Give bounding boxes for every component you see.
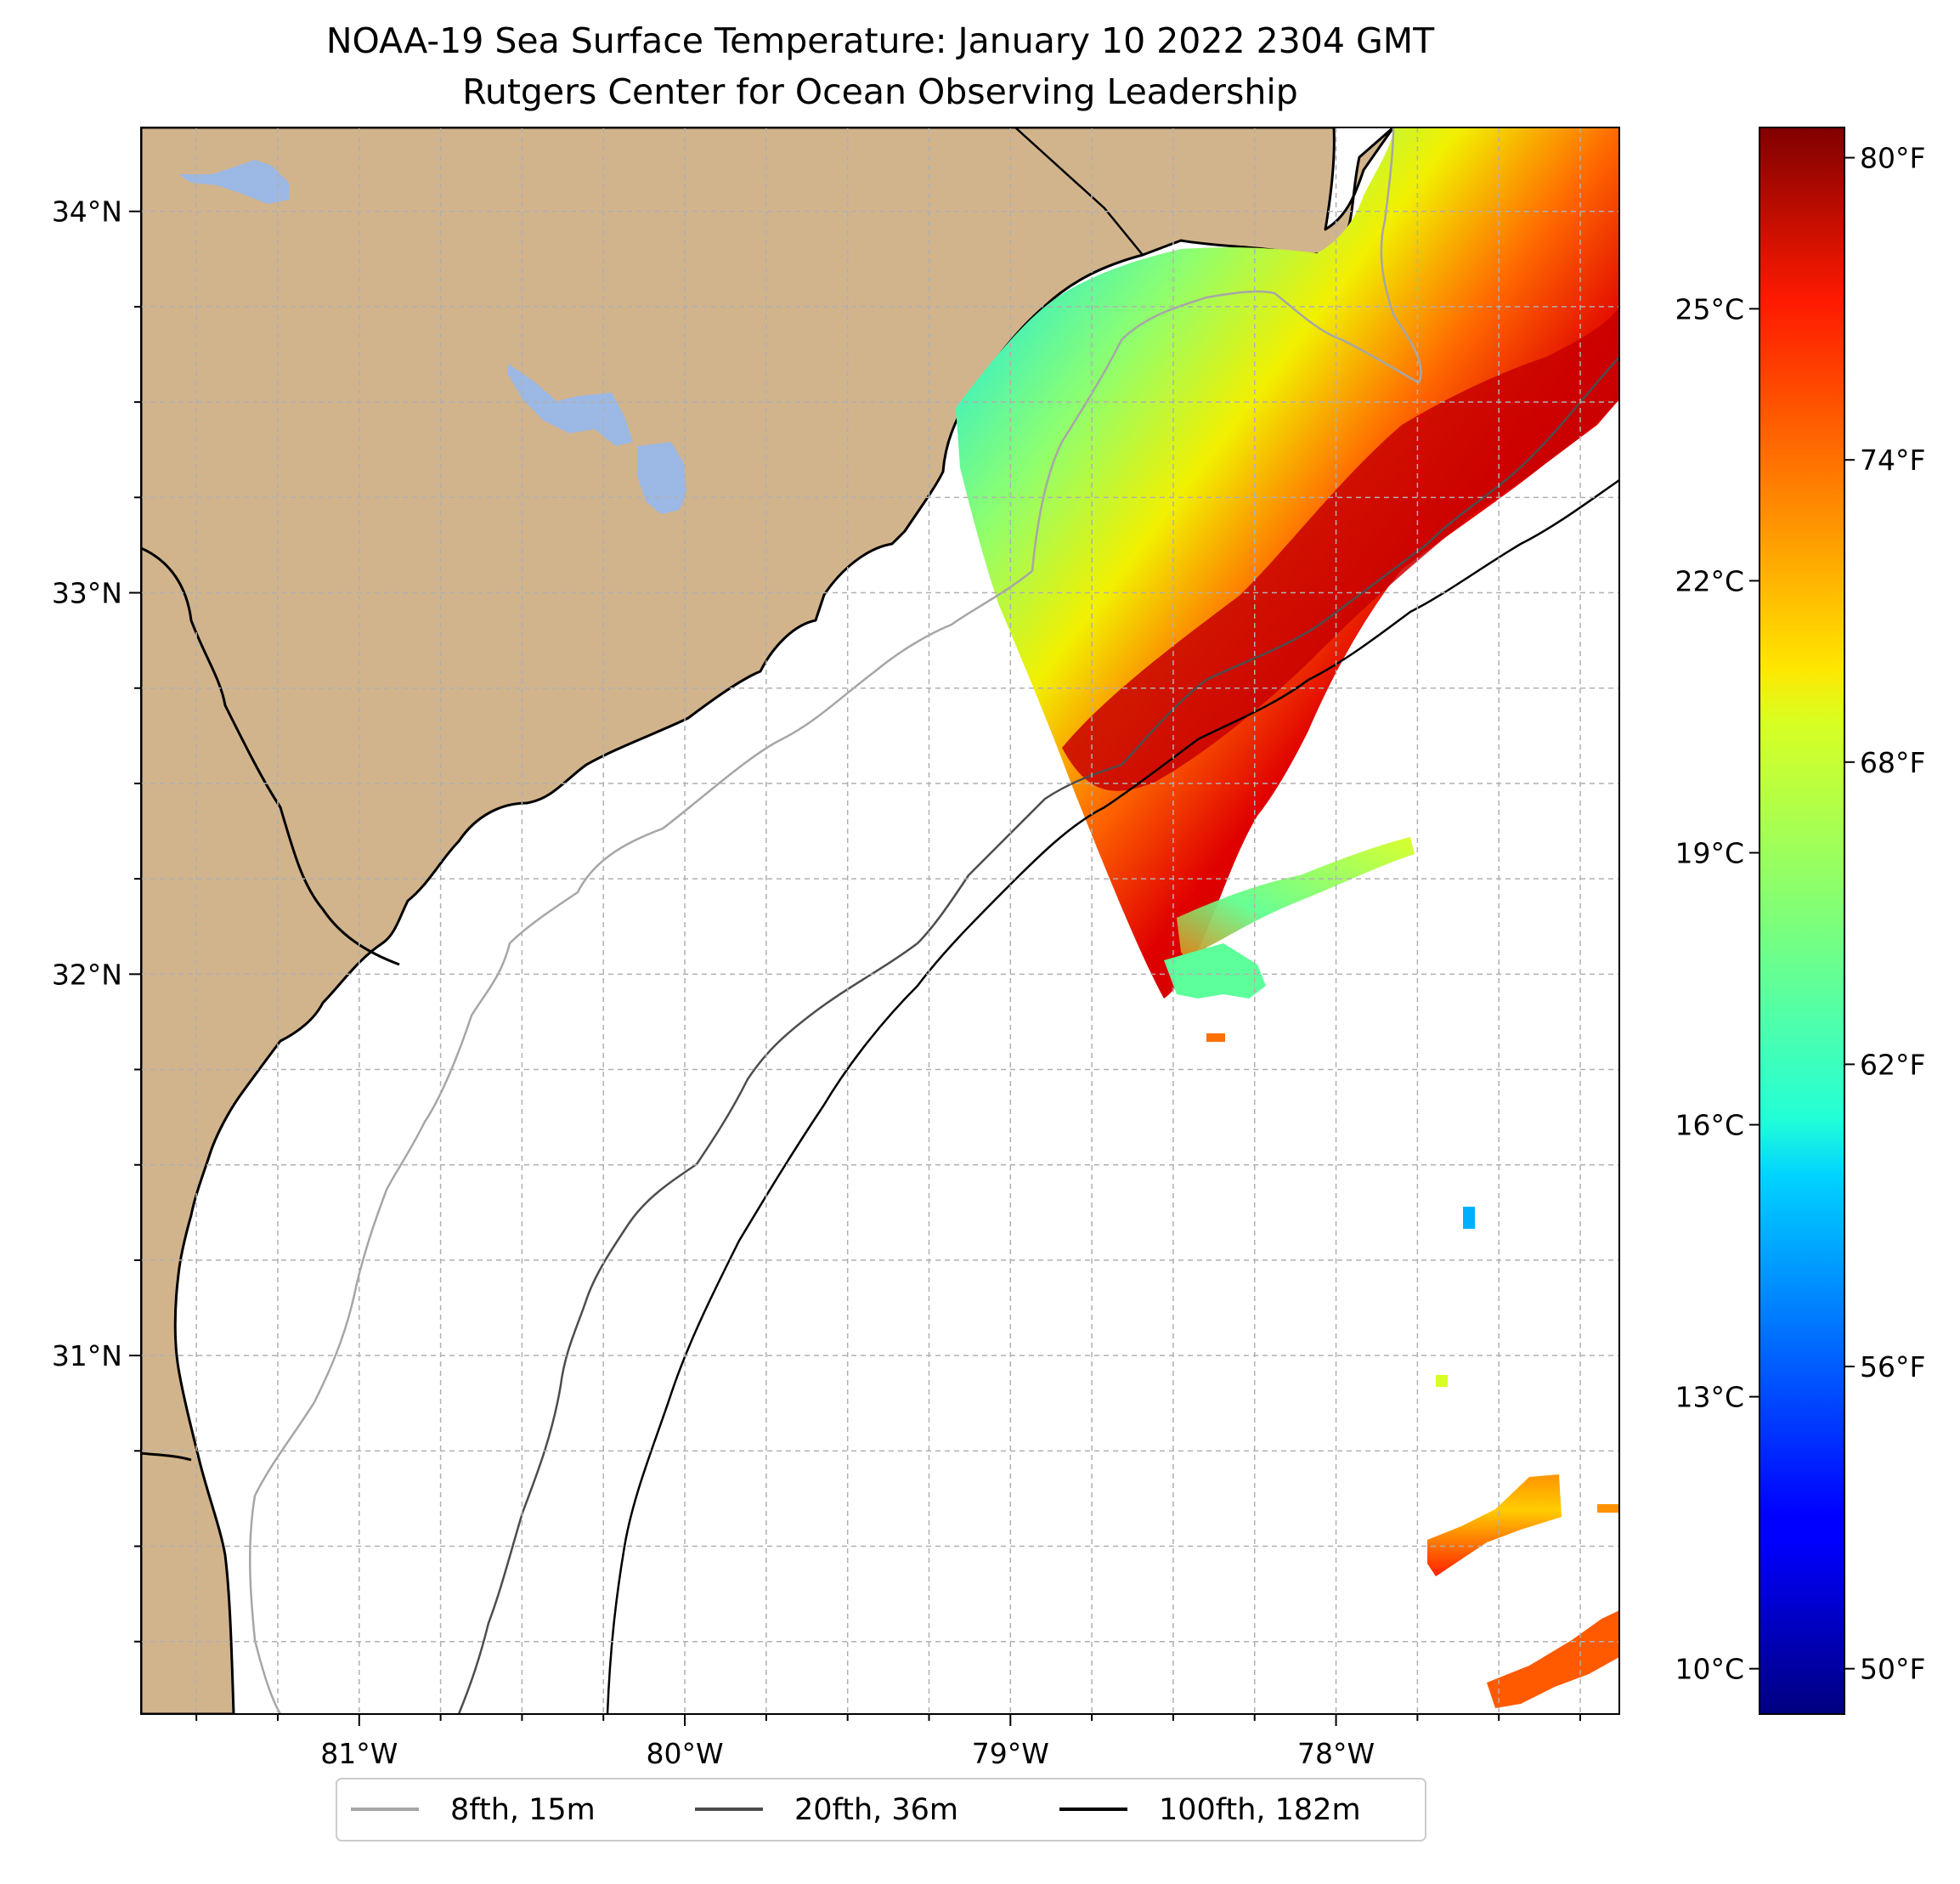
y-tick-label: 31°N	[52, 1339, 122, 1372]
state-border	[1014, 127, 1144, 256]
title-line-2: Rutgers Center for Ocean Observing Leade…	[462, 71, 1298, 112]
isobaths	[248, 127, 1619, 1714]
sst-south-tail	[1164, 943, 1266, 999]
sst-speck	[1206, 1033, 1225, 1042]
celsius-tick-label: 16°C	[1675, 1109, 1744, 1142]
lakes	[178, 160, 686, 514]
celsius-tick-label: 19°C	[1675, 836, 1744, 869]
map-area	[141, 127, 1619, 1714]
x-tick-label: 79°W	[972, 1737, 1049, 1770]
legend-items: 8fth, 15m 20fth, 36m 100fth, 182m	[351, 1793, 1361, 1827]
legend-label: 20fth, 36m	[794, 1793, 958, 1827]
sst-warm-core	[1062, 306, 1619, 791]
legend-label: 8fth, 15m	[450, 1793, 596, 1827]
isobath-20fth	[457, 356, 1619, 1714]
y-tick-label: 34°N	[52, 195, 122, 229]
sst-se-speck	[1597, 1504, 1619, 1513]
y-tick-label: 32°N	[52, 958, 122, 991]
colorbar-celsius-ticks: 25°C 22°C 19°C 16°C 13°C 10°C	[1675, 292, 1759, 1686]
legend: 8fth, 15m 20fth, 36m 100fth, 182m	[336, 1778, 1426, 1842]
map-frame	[140, 127, 1620, 1715]
x-tick-label: 81°W	[320, 1737, 398, 1770]
sst-swath	[956, 127, 1619, 1708]
title-line-1: NOAA-19 Sea Surface Temperature: January…	[326, 20, 1435, 61]
ga-border	[141, 546, 400, 966]
colorbar-gradient	[1759, 127, 1845, 1715]
celsius-tick-label: 25°C	[1675, 292, 1744, 325]
lake-marion	[508, 364, 633, 446]
celsius-tick-label: 22°C	[1675, 564, 1744, 597]
legend-label: 100fth, 182m	[1159, 1793, 1361, 1827]
y-axis-ticks: 34°N 33°N 32°N 31°N	[52, 195, 141, 1643]
isobath-100fth	[606, 478, 1619, 1714]
land	[141, 127, 1395, 1714]
sst-se-patch-2	[1487, 1610, 1619, 1708]
colorbar-fahrenheit-ticks: 80°F 74°F 68°F 62°F 56°F 50°F	[1844, 142, 1925, 1686]
fahrenheit-tick-label: 50°F	[1860, 1653, 1925, 1686]
lake-moultrie	[637, 442, 686, 514]
isobath-8fth-north	[1031, 127, 1422, 572]
fahrenheit-tick-label: 74°F	[1860, 444, 1925, 477]
fahrenheit-tick-label: 56°F	[1860, 1350, 1925, 1383]
sst-green-speck	[1436, 1375, 1448, 1387]
fahrenheit-tick-label: 62°F	[1860, 1048, 1925, 1081]
celsius-tick-label: 10°C	[1675, 1653, 1744, 1686]
sst-se-patch-1	[1427, 1474, 1562, 1576]
legend-box	[336, 1778, 1426, 1842]
x-tick-label: 80°W	[646, 1737, 723, 1770]
isobath-8fth	[248, 570, 1033, 1714]
fahrenheit-tick-label: 68°F	[1860, 746, 1925, 779]
graticule	[141, 127, 1619, 1714]
sst-southern-band	[1177, 837, 1415, 977]
sst-cold-speck	[1463, 1207, 1475, 1229]
fl-border	[141, 1451, 192, 1462]
x-axis-ticks: 81°W 80°W 79°W 78°W	[195, 1714, 1582, 1770]
fahrenheit-tick-label: 80°F	[1860, 142, 1925, 175]
lake-north	[178, 160, 289, 204]
y-tick-label: 33°N	[52, 577, 122, 610]
colorbar: 25°C 22°C 19°C 16°C 13°C 10°C 80°F 74°F 68°F 62°…	[1675, 127, 1925, 1715]
x-tick-label: 78°W	[1297, 1737, 1375, 1770]
celsius-tick-label: 13°C	[1675, 1381, 1744, 1414]
